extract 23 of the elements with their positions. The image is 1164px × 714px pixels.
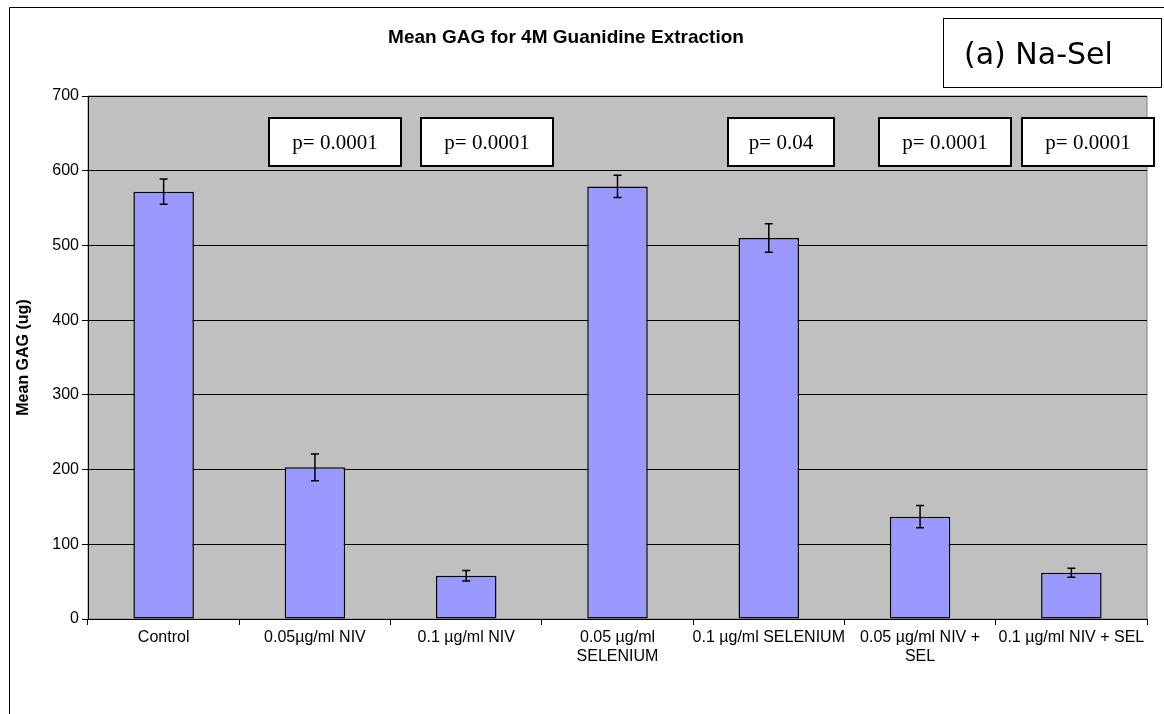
x-tick-label: 0.05 µg/ml SELENIUM bbox=[576, 628, 659, 665]
x-tick-label: 0.1 µg/ml NIV bbox=[417, 628, 516, 646]
y-tick-label: 0 bbox=[70, 609, 80, 627]
y-axis-title: Mean GAG (ug) bbox=[14, 299, 32, 416]
y-tick-label: 700 bbox=[52, 86, 80, 104]
x-tick-label: 0.1 µg/ml NIV + SEL bbox=[998, 628, 1145, 646]
annotation: p= 0.0001 bbox=[420, 117, 554, 167]
annotation: p= 0.0001 bbox=[1021, 117, 1155, 167]
y-tick-label: 400 bbox=[52, 310, 80, 328]
annotation: p= 0.04 bbox=[727, 117, 835, 167]
y-tick-label: 200 bbox=[52, 459, 80, 477]
x-tick-label: Control bbox=[137, 628, 190, 646]
x-tick-label: 0.1 µg/ml SELENIUM bbox=[692, 628, 845, 646]
x-tick-label: 0.05 µg/ml NIV + SEL bbox=[860, 628, 981, 665]
y-tick-label: 300 bbox=[52, 385, 80, 403]
y-tick-label: 100 bbox=[52, 534, 80, 552]
chart-title: Mean GAG for 4M Guanidine Extraction bbox=[388, 26, 744, 48]
x-tick-label: 0.05µg/ml NIV bbox=[264, 628, 367, 646]
text: (a) Na-Sel bbox=[943, 18, 1162, 88]
annotation: p= 0.0001 bbox=[268, 117, 402, 167]
annotation: p= 0.0001 bbox=[878, 117, 1012, 167]
y-tick-label: 600 bbox=[52, 161, 80, 179]
y-tick-label: 500 bbox=[52, 235, 80, 253]
